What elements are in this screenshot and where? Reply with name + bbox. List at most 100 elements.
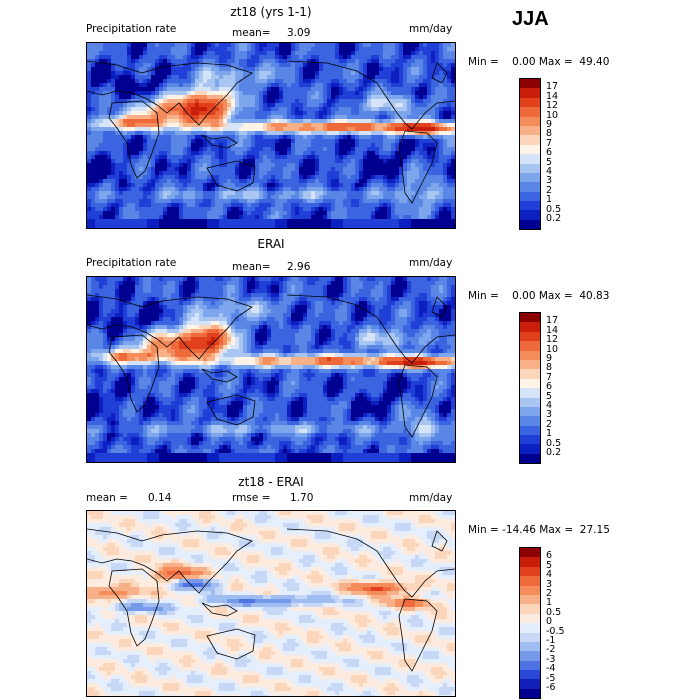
colorbar-tick-label: 7: [546, 137, 553, 149]
colorbar-segment: [520, 350, 540, 360]
colorbar-tick-label: 10: [546, 109, 559, 121]
coastline: [398, 364, 438, 438]
coastline: [431, 296, 448, 318]
coastline: [286, 528, 455, 598]
colorbar-tick-label: 0.2: [546, 447, 562, 458]
colorbar-segment: [520, 201, 540, 211]
colorbar-tick-label: -5: [546, 672, 556, 684]
coastline: [206, 628, 256, 660]
colorbar-tick-label: 17: [546, 81, 559, 93]
colorbar-tick-label: 1: [546, 194, 553, 206]
panel-title: zt18 (yrs 1-1): [230, 5, 312, 19]
colorbar-tick-label: 12: [546, 334, 559, 346]
units-label: mm/day: [409, 492, 453, 504]
coastline: [108, 334, 160, 413]
variable-label: Precipitation rate: [86, 257, 177, 269]
coastline: [201, 134, 238, 149]
coastline: [108, 100, 160, 179]
colorbar-tick-label: 1: [546, 428, 553, 440]
units-label: mm/day: [409, 257, 453, 269]
colorbar-segment: [520, 116, 540, 126]
colorbar-segment: [520, 679, 540, 689]
colorbar-segment: [520, 604, 540, 614]
season-label: JJA: [512, 8, 549, 30]
colorbar-tick-label: 0.5: [546, 437, 562, 449]
colorbar-segment: [520, 322, 540, 332]
mean-value: 3.09: [287, 27, 311, 39]
colorbar-tick-label: 4: [546, 400, 553, 411]
colorbar-tick-label: -0.5: [546, 625, 565, 637]
colorbar-segment: [520, 576, 540, 586]
coastline: [286, 60, 455, 130]
colorbar-tick-label: 2: [546, 184, 553, 196]
colorbar-tick-label: 5: [546, 390, 553, 402]
colorbar-segment: [520, 425, 540, 436]
colorbar: [519, 312, 541, 465]
colorbar-tick-label: 6: [546, 550, 553, 562]
colorbar-segment: [520, 210, 540, 220]
colorbar-segment: [520, 135, 540, 145]
colorbar-tick-label: 4: [546, 569, 553, 581]
colorbar-segment: [520, 594, 540, 605]
colorbar-tick-label: 3: [546, 409, 553, 421]
colorbar-segment: [520, 154, 540, 164]
colorbar-segment: [520, 369, 540, 379]
colorbar-segment: [520, 416, 540, 426]
colorbar-segment: [520, 670, 540, 680]
rmse-value: 1.70: [290, 492, 314, 504]
colorbar-segment: [520, 406, 540, 417]
min-max-stats: Min = 0.00 Max = 49.40: [468, 56, 610, 68]
colorbar-segment: [520, 548, 540, 558]
min-max-stats: Min = -14.46 Max = 27.15: [468, 524, 610, 536]
mean-label: mean=: [232, 27, 271, 39]
colorbar-segment: [520, 331, 540, 342]
coastline: [108, 568, 160, 647]
colorbar-segment: [520, 191, 540, 202]
colorbar-tick-label: 0.5: [546, 203, 562, 215]
mean-label: mean =: [86, 492, 128, 504]
colorbar-segment: [520, 88, 540, 98]
colorbar-tick-label: 2: [546, 588, 553, 599]
coastline: [87, 60, 253, 126]
precip-field: [87, 277, 455, 462]
coastline: [431, 530, 448, 552]
colorbar-tick-label: 3: [546, 578, 553, 590]
colorbar-segment: [520, 435, 540, 445]
mean-label: mean=: [232, 261, 271, 273]
colorbar-tick-label: 12: [546, 100, 559, 112]
variable-label: Precipitation rate: [86, 23, 177, 35]
mean-value: 0.14: [148, 492, 172, 504]
colorbar-segment: [520, 79, 540, 89]
units-label: mm/day: [409, 23, 453, 35]
min-max-stats: Min = 0.00 Max = 40.83: [468, 290, 610, 302]
colorbar-tick-label: 10: [546, 343, 559, 355]
coastline: [398, 598, 438, 672]
colorbar-tick-label: 14: [546, 90, 559, 102]
colorbar-tick-label: 9: [546, 119, 553, 130]
coastline: [286, 294, 455, 364]
colorbar-segment: [520, 651, 540, 661]
colorbar-segment: [520, 144, 540, 155]
coastline: [201, 602, 238, 617]
panel-title: ERAI: [257, 237, 285, 251]
colorbar-segment: [520, 125, 540, 136]
colorbar-segment: [520, 182, 540, 192]
colorbar-segment: [520, 313, 540, 323]
diff-map: [86, 510, 456, 697]
colorbar-segment: [520, 613, 540, 624]
colorbar-tick-label: -6: [546, 682, 556, 693]
colorbar-tick-label: -1: [546, 635, 556, 646]
colorbar-tick-label: 5: [546, 156, 553, 168]
colorbar-tick-label: -4: [546, 663, 556, 675]
colorbar-tick-label: 1: [546, 597, 553, 609]
colorbar-tick-label: 8: [546, 128, 553, 140]
colorbar-segment: [520, 388, 540, 398]
colorbar-segment: [520, 163, 540, 173]
colorbar-tick-label: 3: [546, 175, 553, 187]
coastline: [206, 394, 256, 426]
diff-field: [87, 511, 455, 696]
colorbar-tick-label: 8: [546, 362, 553, 374]
colorbar-tick-label: 7: [546, 371, 553, 383]
colorbar-segment: [520, 359, 540, 370]
colorbar-tick-label: 9: [546, 353, 553, 364]
